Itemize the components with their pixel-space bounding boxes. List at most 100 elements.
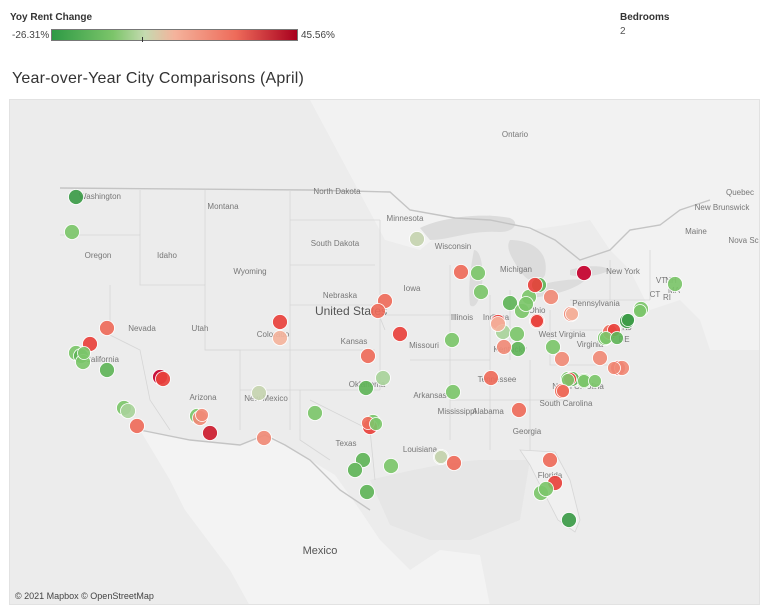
city-marker[interactable] bbox=[576, 265, 592, 281]
city-marker[interactable] bbox=[543, 289, 559, 305]
label-new-mexico: New Mexico bbox=[244, 394, 288, 403]
us-border bbox=[59, 187, 711, 511]
city-marker[interactable] bbox=[496, 339, 512, 355]
lake-huron bbox=[508, 240, 546, 282]
city-markers[interactable] bbox=[64, 189, 683, 528]
city-marker[interactable] bbox=[99, 362, 115, 378]
city-marker[interactable] bbox=[530, 314, 544, 328]
city-marker[interactable] bbox=[588, 374, 602, 388]
city-marker[interactable] bbox=[554, 351, 570, 367]
label-utah: Utah bbox=[192, 324, 209, 333]
bedrooms-value[interactable]: 2 bbox=[620, 26, 626, 37]
city-marker[interactable] bbox=[369, 417, 383, 431]
city-marker[interactable] bbox=[202, 425, 218, 441]
city-marker[interactable] bbox=[610, 331, 624, 345]
city-marker[interactable] bbox=[453, 264, 469, 280]
label-ri: RI bbox=[663, 293, 671, 302]
city-marker[interactable] bbox=[621, 313, 635, 327]
city-marker[interactable] bbox=[251, 385, 267, 401]
city-marker[interactable] bbox=[565, 307, 579, 321]
label-ohio: Ohio bbox=[529, 306, 546, 315]
city-marker[interactable] bbox=[383, 458, 399, 474]
city-marker[interactable] bbox=[518, 296, 534, 312]
label-iowa: Iowa bbox=[404, 284, 421, 293]
label-nebraska: Nebraska bbox=[323, 291, 358, 300]
label-kansas: Kansas bbox=[341, 337, 368, 346]
city-marker[interactable] bbox=[434, 450, 448, 464]
city-marker[interactable] bbox=[446, 455, 462, 471]
label-alabama: Alabama bbox=[472, 407, 504, 416]
city-marker[interactable] bbox=[509, 326, 525, 342]
label-virginia: Virginia bbox=[577, 340, 604, 349]
city-marker[interactable] bbox=[359, 484, 375, 500]
city-marker[interactable] bbox=[556, 384, 570, 398]
city-marker[interactable] bbox=[77, 346, 91, 360]
city-marker[interactable] bbox=[667, 276, 683, 292]
city-marker[interactable] bbox=[155, 371, 171, 387]
city-marker[interactable] bbox=[545, 339, 561, 355]
bedrooms-filter[interactable]: Bedrooms 2 bbox=[620, 12, 669, 37]
gulf-of-mexico bbox=[370, 460, 530, 540]
label-washington: Washington bbox=[79, 192, 121, 201]
map-attribution[interactable]: © 2021 Mapbox © OpenStreetMap bbox=[15, 591, 154, 601]
city-marker[interactable] bbox=[64, 224, 80, 240]
city-marker[interactable] bbox=[511, 402, 527, 418]
label-de: DE bbox=[618, 335, 629, 344]
label-west-virginia: West Virginia bbox=[539, 330, 586, 339]
city-marker[interactable] bbox=[445, 384, 461, 400]
city-marker[interactable] bbox=[347, 462, 363, 478]
label-north-carolina: North Carolina bbox=[552, 382, 604, 391]
legend-scale: -26.31% 45.56% bbox=[10, 28, 340, 42]
label-florida: Florida bbox=[538, 471, 563, 480]
city-marker[interactable] bbox=[129, 418, 145, 434]
city-marker[interactable] bbox=[633, 304, 647, 318]
label-vt: VT bbox=[656, 276, 666, 285]
label-texas: Texas bbox=[336, 439, 357, 448]
legend-gradient-bar[interactable] bbox=[51, 29, 298, 41]
lake-superior bbox=[420, 215, 516, 240]
city-marker[interactable] bbox=[502, 295, 518, 311]
city-marker[interactable] bbox=[592, 350, 608, 366]
label-wyoming: Wyoming bbox=[233, 267, 266, 276]
city-marker[interactable] bbox=[473, 284, 489, 300]
region-labels: Ontario Quebec New Brunswick Nova Scotia… bbox=[79, 130, 760, 557]
label-quebec: Quebec bbox=[726, 188, 754, 197]
city-marker[interactable] bbox=[510, 341, 526, 357]
bedrooms-label: Bedrooms bbox=[620, 12, 670, 23]
city-marker[interactable] bbox=[360, 348, 376, 364]
label-arizona: Arizona bbox=[189, 393, 217, 402]
city-marker[interactable] bbox=[307, 405, 323, 421]
legend-min-label: -26.31% bbox=[12, 30, 50, 41]
city-marker[interactable] bbox=[99, 320, 115, 336]
label-nova-scotia: Nova Scotia bbox=[728, 236, 760, 245]
city-marker[interactable] bbox=[490, 316, 506, 332]
city-marker[interactable] bbox=[444, 332, 460, 348]
city-marker[interactable] bbox=[542, 452, 558, 468]
city-marker[interactable] bbox=[358, 380, 374, 396]
label-united-states: United States bbox=[315, 304, 387, 318]
city-marker[interactable] bbox=[120, 403, 136, 419]
city-marker[interactable] bbox=[483, 370, 499, 386]
canada-land bbox=[10, 100, 759, 350]
city-marker[interactable] bbox=[195, 408, 209, 422]
label-nevada: Nevada bbox=[128, 324, 156, 333]
city-marker[interactable] bbox=[272, 330, 288, 346]
city-marker[interactable] bbox=[527, 277, 543, 293]
legend-max-label: 45.56% bbox=[301, 30, 335, 41]
city-marker[interactable] bbox=[375, 370, 391, 386]
lake-erie bbox=[525, 279, 585, 298]
city-marker[interactable] bbox=[607, 361, 621, 375]
map-view[interactable]: Ontario Quebec New Brunswick Nova Scotia… bbox=[9, 99, 760, 605]
city-marker[interactable] bbox=[392, 326, 408, 342]
label-minnesota: Minnesota bbox=[387, 214, 424, 223]
city-marker[interactable] bbox=[370, 303, 386, 319]
city-marker[interactable] bbox=[68, 189, 84, 205]
label-wisconsin: Wisconsin bbox=[435, 242, 471, 251]
city-marker[interactable] bbox=[538, 481, 554, 497]
city-marker[interactable] bbox=[409, 231, 425, 247]
city-marker[interactable] bbox=[256, 430, 272, 446]
map-canvas[interactable]: Ontario Quebec New Brunswick Nova Scotia… bbox=[10, 100, 760, 605]
city-marker[interactable] bbox=[561, 512, 577, 528]
city-marker[interactable] bbox=[470, 265, 486, 281]
city-marker[interactable] bbox=[272, 314, 288, 330]
